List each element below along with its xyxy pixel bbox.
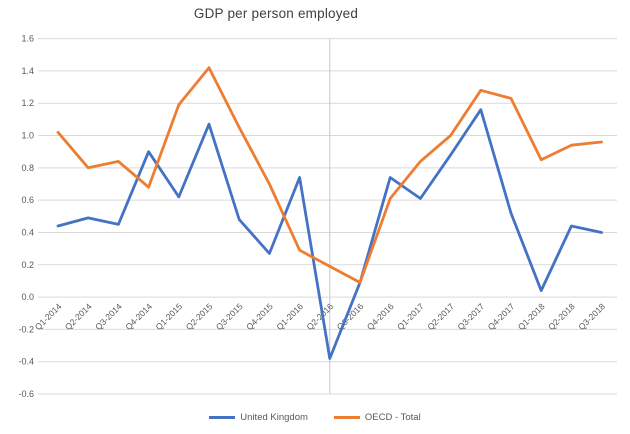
chart-legend: United Kingdom OECD - Total [0,407,630,427]
y-axis-tick-label: -0.6 [18,389,34,399]
y-axis-tick-label: 0.4 [21,227,34,237]
oecd-total-line-swatch-icon [333,415,360,419]
y-axis-tick-label: 0.8 [21,163,34,173]
chart-title: GDP per person employed [193,6,359,21]
x-axis-tick-label: Q3-2014 [93,301,124,332]
y-axis-tick-label: 1.0 [21,131,34,141]
y-axis-tick-label: 0.6 [21,195,34,205]
x-axis-tick-label: Q4-2014 [123,301,154,332]
series-line-united-kingdom [56,108,603,360]
x-axis-tick-label: Q3-2018 [576,301,607,332]
x-axis-tick-label: Q4-2017 [486,301,517,332]
y-axis-tick-label: 0.0 [21,292,34,302]
y-axis-tick-label: -0.4 [18,357,34,367]
legend-label-oecd-total: OECD - Total [364,411,421,423]
y-axis-tick-label: 1.4 [21,66,34,76]
united-kingdom-line-swatch-icon [209,415,236,419]
x-axis-tick-label: Q1-2014 [33,301,64,332]
x-axis-tick-label: Q3-2015 [214,301,245,332]
x-axis-tick-label: Q4-2016 [365,301,396,332]
x-axis-tick-label: Q2-2014 [63,301,94,332]
x-axis-tick-label: Q3-2017 [455,301,486,332]
x-axis-tick-label: Q2-2017 [425,301,456,332]
x-axis-tick-label: Q1-2016 [274,301,305,332]
y-axis-tick-label: -0.2 [18,324,34,334]
x-axis-tick-label: Q1-2015 [153,301,184,332]
legend-item-united-kingdom: United Kingdom [209,412,308,423]
series-line-oecd-total [56,66,603,284]
x-axis-tick-label: Q1-2017 [395,301,426,332]
y-axis-tick-label: 0.2 [21,260,34,270]
y-axis-tick-label: 1.2 [21,98,34,108]
x-axis-tick-label: Q2-2018 [546,301,577,332]
y-axis-tick-label: 1.6 [21,34,34,44]
legend-label-united-kingdom: United Kingdom [240,411,308,423]
x-axis-tick-label: Q4-2015 [244,301,275,332]
x-axis-tick-label: Q2-2015 [184,301,215,332]
legend-item-oecd-total: OECD - Total [333,411,421,423]
x-axis-tick-label: Q1-2018 [516,301,547,332]
